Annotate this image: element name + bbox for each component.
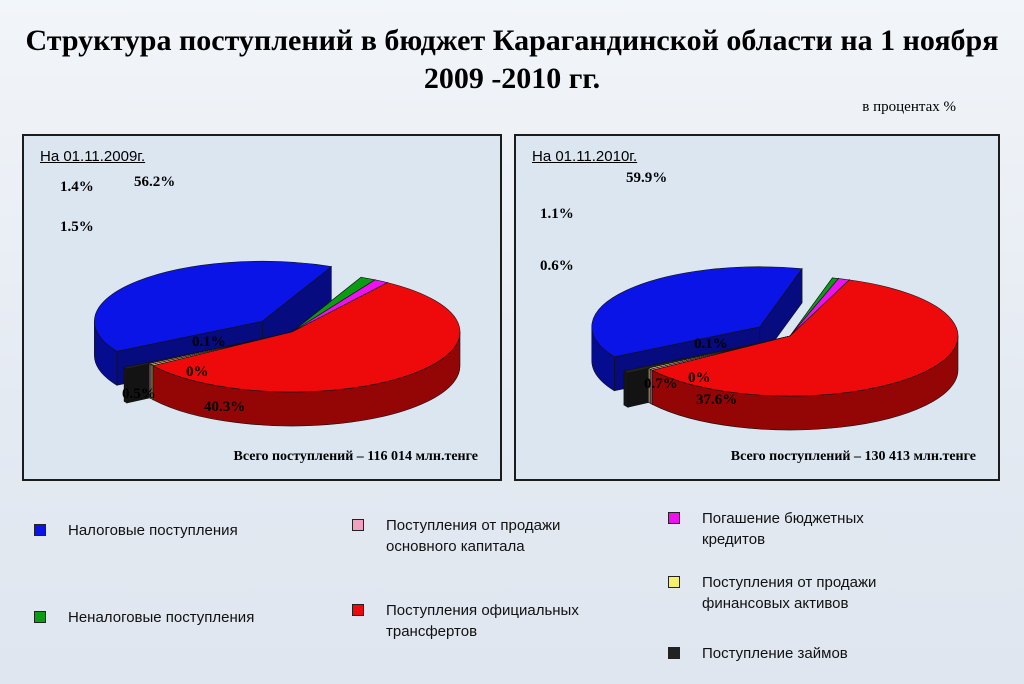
legend-swatch-transfers [352, 604, 364, 616]
legend-swatch-capital [352, 519, 364, 531]
data-label-capital: 0% [186, 364, 209, 380]
unit-note: в процентах % [862, 99, 956, 115]
legend-label-tax: Налоговые поступления [68, 522, 238, 539]
total-2009: Всего поступлений – 116 014 млн.тенге [233, 449, 478, 464]
data-label-transfers: 59.9% [626, 170, 667, 186]
data-label-tax: 40.3% [204, 399, 245, 415]
chart-title-2010: На 01.11.2010г. [532, 148, 638, 165]
legend-label-capital: Поступления от продажи основного капитал… [386, 517, 561, 555]
legend-swatch-fin_assets [668, 576, 680, 588]
data-label-loans: 0.5% [122, 386, 156, 402]
data-label-nontax: 1.5% [60, 219, 94, 235]
data-label-credits: 1.1% [540, 206, 574, 222]
data-label-transfers: 56.2% [134, 174, 175, 190]
data-label-credits: 1.4% [60, 179, 94, 195]
chart-panel-2009: На 01.11.2009г. 40.3% 1.5% 1.4% 56.2% 0.1% 0%… [22, 134, 502, 481]
legend-label-transfers: Поступления официальных трансфертов [386, 602, 579, 640]
pie-chart-2010: 37.6% 0.6% 1.1% 59.9% 0.1% 0% 0.7% [540, 170, 959, 431]
legend-swatch-nontax [34, 611, 46, 623]
legend-label-loans: Поступление займов [702, 645, 848, 662]
slice-transfers [651, 279, 959, 431]
data-label-tax: 37.6% [696, 392, 737, 408]
legend-label-fin_assets: Поступления от продажи финансовых активо… [702, 574, 877, 612]
data-label-fin_assets: 0% [688, 370, 711, 386]
data-label-capital: 0.1% [694, 336, 728, 352]
data-label-loans: 0.7% [644, 376, 678, 392]
total-2010: Всего поступлений – 130 413 млн.тенге [730, 449, 976, 464]
legend-label-credits: Погашение бюджетных кредитов [702, 510, 864, 548]
slice-transfers [152, 282, 461, 427]
pie-chart-2009: 40.3% 1.5% 1.4% 56.2% 0.1% 0% 0.5% [60, 174, 461, 427]
legend-swatch-loans [668, 647, 680, 659]
legend-swatch-credits [668, 512, 680, 524]
chart-panel-2010: На 01.11.2010г. 37.6% 0.6% 1.1% 59.9% 0.1% 0%… [514, 134, 1000, 481]
page-title: Структура поступлений в бюджет Караганди… [25, 24, 999, 95]
chart-title-2009: На 01.11.2009г. [40, 148, 146, 165]
legend-label-nontax: Неналоговые поступления [68, 609, 255, 626]
data-label-fin_assets: 0.1% [192, 334, 226, 350]
data-label-nontax: 0.6% [540, 258, 574, 274]
legend-swatch-tax [34, 524, 46, 536]
